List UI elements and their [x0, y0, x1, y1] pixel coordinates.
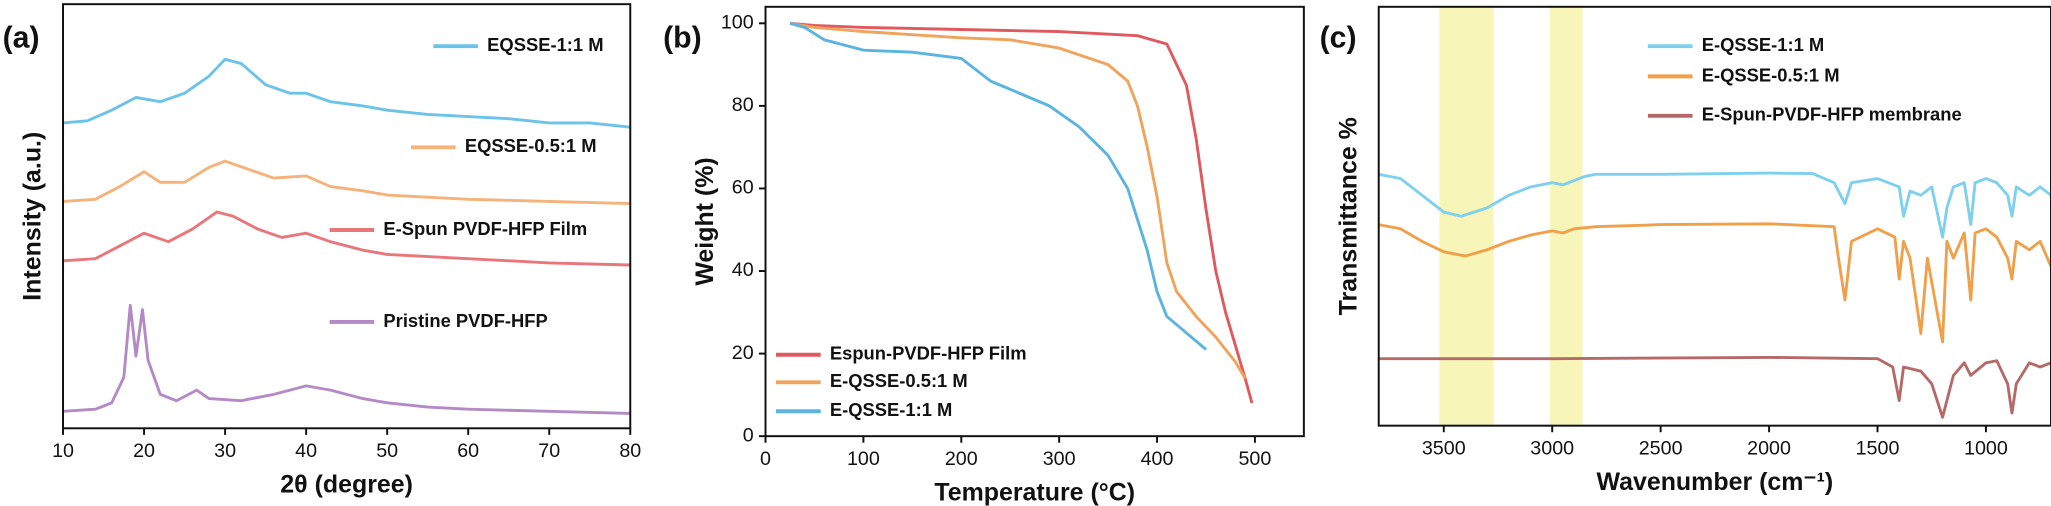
x-tick-label: 60: [457, 440, 479, 462]
data-line: [1378, 355, 2051, 419]
highlight-band: [1439, 6, 1494, 426]
data-line: [789, 21, 1207, 351]
x-tick-label: 20: [133, 440, 155, 462]
x-tick-label: 500: [1238, 448, 1271, 470]
x-tick-label: 2000: [1747, 438, 1791, 460]
legend-label: EQSSE-0.5:1 M: [465, 135, 597, 156]
y-axis-title: Weight (%): [691, 157, 719, 285]
data-line: [62, 57, 631, 129]
legend-label: E-Spun-PVDF-HFP membrane: [1702, 104, 1962, 125]
x-tick-label: 400: [1141, 448, 1174, 470]
x-tick-label: 10: [52, 440, 74, 462]
legend-label: E-Spun PVDF-HFP Film: [383, 218, 587, 239]
data-line: [789, 21, 1247, 380]
y-tick-label: 40: [732, 259, 754, 281]
x-tick-label: 2500: [1639, 438, 1683, 460]
legend-label: E-QSSE-0.5:1 M: [830, 370, 968, 391]
x-tick-label: 70: [538, 440, 560, 462]
panel-label: (a): [3, 22, 40, 55]
x-axis-title: Wavenumber (cm⁻¹): [1596, 468, 1833, 496]
plot-frame: [1377, 5, 2051, 427]
data-line: [62, 303, 631, 415]
x-tick-label: 300: [1043, 448, 1076, 470]
data-line: [789, 21, 1254, 404]
y-tick-label: 100: [721, 12, 754, 34]
x-tick-label: 3000: [1530, 438, 1574, 460]
y-tick-label: 20: [732, 342, 754, 364]
x-tick-label: 50: [376, 440, 398, 462]
y-axis-title: Transmittance %: [1334, 117, 1362, 315]
legend-label: Espun-PVDF-HFP Film: [830, 343, 1027, 364]
x-tick-label: 3500: [1422, 438, 1466, 460]
plot-frame: [764, 5, 1305, 438]
x-tick-label: 200: [945, 448, 978, 470]
legend-label: E-QSSE-1:1 M: [830, 399, 953, 420]
data-line: [62, 159, 631, 205]
highlight-band: [1550, 6, 1583, 426]
x-tick-label: 40: [295, 440, 317, 462]
x-tick-label: 30: [214, 440, 236, 462]
legend-label: Pristine PVDF-HFP: [383, 310, 547, 331]
plot-frame: [62, 3, 632, 430]
legend-label: E-QSSE-1:1 M: [1702, 34, 1825, 55]
x-tick-label: 0: [760, 448, 771, 470]
y-tick-label: 60: [732, 177, 754, 199]
x-axis-title: 2θ (degree): [280, 471, 413, 499]
data-line: [62, 210, 631, 267]
data-line: [1378, 222, 2051, 344]
y-tick-label: 80: [732, 94, 754, 116]
x-axis-title: Temperature (°C): [934, 479, 1135, 506]
y-axis-title: Intensity (a.u.): [19, 132, 47, 301]
x-tick-label: 80: [619, 440, 641, 462]
data-line: [1378, 171, 2051, 239]
panel-label: (b): [663, 22, 702, 55]
x-tick-label: 1500: [1856, 438, 1900, 460]
x-tick-label: 100: [847, 448, 880, 470]
x-tick-label: 1000: [1964, 438, 2008, 460]
legend-label: E-QSSE-0.5:1 M: [1702, 64, 1840, 85]
y-tick-label: 0: [743, 424, 754, 446]
legend-label: EQSSE-1:1 M: [487, 34, 603, 55]
panel-label: (c): [1320, 22, 1357, 55]
